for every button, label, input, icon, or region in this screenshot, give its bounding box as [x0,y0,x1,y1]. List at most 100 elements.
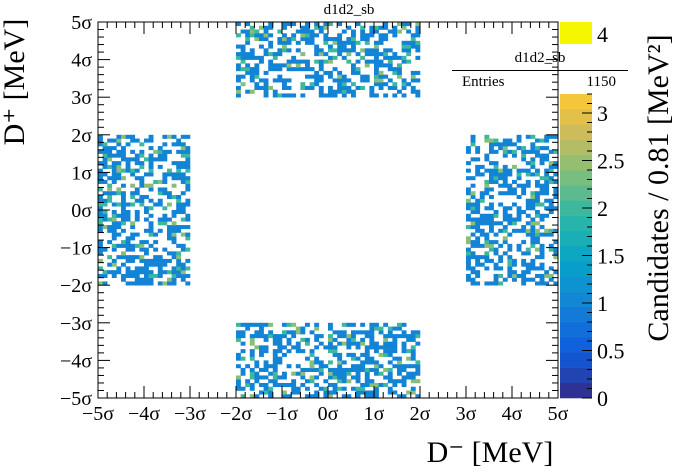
heatmap-cell [378,85,384,90]
heatmap-cell [521,146,527,151]
heatmap-cell [374,349,379,354]
heatmap-cell [507,149,513,154]
color-palette [560,22,592,399]
heatmap-cell [387,367,393,372]
heatmap-cell [98,168,103,173]
heatmap-cell [346,352,352,357]
heatmap-cell [314,326,320,331]
heatmap-cell [535,221,540,226]
heatmap-cell [130,247,136,252]
heatmap-cell [401,364,407,369]
heatmap-cell [383,55,389,60]
heatmap-cell [530,266,536,271]
heatmap-cell [374,394,379,399]
heatmap-cell [507,138,513,143]
heatmap-cell [548,266,554,271]
heatmap-cell [544,281,550,286]
heatmap-cell [415,364,421,369]
heatmap-cell [121,206,126,211]
heatmap-cell [484,217,490,222]
chart-title: d1d2_sb [323,2,375,18]
heatmap-cell [530,240,536,245]
heatmap-cell [148,153,154,158]
heatmap-cell [337,85,343,90]
heatmap-cell [268,85,274,90]
heatmap-cell [364,379,370,384]
z-tick-label: 2 [597,196,608,221]
heatmap-cell [332,89,338,94]
heatmap-cell [305,341,310,346]
heatmap-cell [116,153,122,158]
heatmap-cell [406,40,412,45]
heatmap-cell [176,266,182,271]
heatmap-cell [162,157,168,162]
heatmap-cell [139,266,145,271]
heatmap-cell [484,251,490,256]
heatmap-cell [162,187,168,192]
heatmap-cell [332,367,338,372]
heatmap-cell [268,33,274,38]
heatmap-cell [507,258,513,263]
heatmap-cell [236,334,241,339]
heatmap-cell [346,48,352,53]
heatmap-cell [369,25,375,30]
heatmap-cell [272,63,278,68]
heatmap-cell [111,217,117,222]
heatmap-cell [355,367,361,372]
heatmap-cell [516,183,522,188]
heatmap-cell [144,206,149,211]
heatmap-cell [254,85,260,90]
heatmap-cell [107,262,113,267]
heatmap-cell [466,236,471,241]
heatmap-cell [116,266,122,271]
heatmap-cell [364,33,370,38]
heatmap-cell [282,382,287,388]
heatmap-cell [286,78,292,83]
heatmap-cell [406,349,412,354]
heatmap-cell [553,191,559,196]
heatmap-cell [525,202,531,207]
heatmap-cell [111,168,117,173]
heatmap-cell [295,63,301,68]
heatmap-cell [277,345,283,350]
heatmap-cell [98,240,103,245]
heatmap-cell [167,202,172,207]
heatmap-cell [364,382,370,388]
heatmap-cell [410,371,416,376]
heatmap-cell [369,341,375,346]
heatmap-cell [295,371,301,376]
heatmap-cell [516,210,522,215]
heatmap-cell [397,394,402,399]
heatmap-cell [507,172,513,177]
heatmap-cell [111,273,117,278]
heatmap-cell [387,345,393,350]
palette-band [560,230,592,247]
heatmap-cell [535,198,540,203]
heatmap-cell [346,322,352,327]
heatmap-cell [328,326,333,331]
heatmap-cell [530,217,536,222]
heatmap-cell [180,225,186,230]
heatmap-cell [530,149,536,154]
heatmap-cell [507,191,513,196]
heatmap-cell [291,37,297,42]
heatmap-cell [323,37,329,42]
heatmap-cell [272,360,278,365]
heatmap-cell [102,225,108,230]
heatmap-cell [406,371,412,376]
heatmap-cell [346,52,352,57]
heatmap-cell [111,247,117,252]
heatmap-cell [328,55,333,60]
stats-box-name: d1d2_sb [514,50,566,66]
heatmap-cell [111,232,117,237]
heatmap-cell [401,22,407,27]
heatmap-cell [277,334,283,339]
heatmap-cell [305,40,310,45]
heatmap-cell [351,67,356,72]
heatmap-cell [139,142,145,147]
heatmap-cell [548,176,554,181]
heatmap-cell [351,352,356,357]
heatmap-cell [245,364,251,369]
heatmap-cell [470,221,476,226]
heatmap-cell [401,48,407,53]
